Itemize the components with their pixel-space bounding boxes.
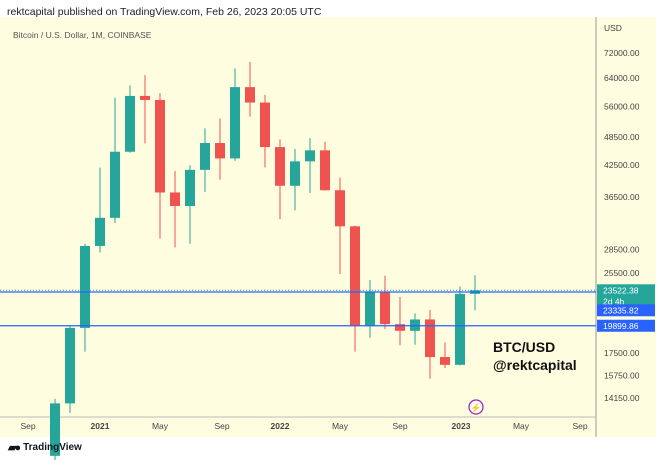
footer-brand[interactable]: ▰● TradingView xyxy=(8,441,82,454)
x-tick-label: 2023 xyxy=(452,421,471,431)
y-tick-label: 14150.00 xyxy=(604,393,640,403)
candle-body xyxy=(65,327,75,404)
candle-body xyxy=(350,226,360,326)
x-tick-label: 2022 xyxy=(271,421,290,431)
y-tick-label: 15750.00 xyxy=(604,370,640,380)
y-tick-label: 25500.00 xyxy=(604,268,640,278)
y-tick-label: 48500.00 xyxy=(604,132,640,142)
candle-body xyxy=(395,324,405,331)
candle-body xyxy=(440,357,450,365)
y-tick-label: 72000.00 xyxy=(604,48,640,58)
level-price-label: 19899.86 xyxy=(603,321,639,331)
lightning-event-icon[interactable] xyxy=(468,399,484,415)
y-tick-label: 28500.00 xyxy=(604,245,640,255)
level-price-label: 23335.82 xyxy=(603,305,639,315)
candle-body xyxy=(245,87,255,103)
tradingview-logo-icon: ▰● xyxy=(8,442,21,454)
x-tick-label: Sep xyxy=(392,421,407,431)
symbol-line: Bitcoin / U.S. Dollar, 1M, COINBASE xyxy=(13,30,152,40)
level-price-badge xyxy=(597,319,655,332)
candle-body xyxy=(335,190,345,227)
lightning-glyph: ⚡ xyxy=(470,402,481,414)
x-tick-label: May xyxy=(152,421,169,431)
candle-body xyxy=(380,292,390,325)
last-price-label: 23522.38 xyxy=(603,285,639,295)
candle-body xyxy=(290,161,300,186)
candle-body xyxy=(305,150,315,162)
candle-body xyxy=(275,147,285,186)
candle-body xyxy=(260,102,270,148)
candle-body xyxy=(125,95,135,152)
candle-body xyxy=(50,403,60,456)
candle-body xyxy=(155,99,165,193)
candle-body xyxy=(110,151,120,218)
annotation-line2: @rektcapital xyxy=(493,357,577,373)
y-tick-label: 56000.00 xyxy=(604,101,640,111)
y-tick-label: 17500.00 xyxy=(604,348,640,358)
candle-body xyxy=(200,143,210,170)
candle-body xyxy=(185,169,195,206)
x-tick-label: May xyxy=(513,421,530,431)
candle-body xyxy=(215,143,225,159)
chart-frame xyxy=(0,17,656,437)
candle-body xyxy=(140,95,150,100)
brand-label: TradingView xyxy=(23,442,82,453)
publisher-line: rektcapital published on TradingView.com… xyxy=(7,6,322,18)
level-price-badge xyxy=(597,304,655,317)
x-tick-label: Sep xyxy=(20,421,35,431)
countdown-label: 2d 4h xyxy=(603,296,625,306)
candle-body xyxy=(320,150,330,191)
candle-body xyxy=(425,319,435,358)
candle-body xyxy=(455,293,465,365)
candle-body xyxy=(95,217,105,246)
y-tick-label: 42500.00 xyxy=(604,160,640,170)
candle-body xyxy=(365,292,375,326)
y-tick-label: 36500.00 xyxy=(604,192,640,202)
y-axis-label: USD xyxy=(604,23,622,33)
annotation-line1: BTC/USD xyxy=(493,339,555,355)
candle-body xyxy=(170,192,180,206)
y-tick-label: 64000.00 xyxy=(604,73,640,83)
x-tick-label: May xyxy=(332,421,349,431)
candle-body xyxy=(230,87,240,159)
candle-body xyxy=(80,245,90,328)
x-tick-label: Sep xyxy=(214,421,229,431)
x-tick-label: 2021 xyxy=(91,421,110,431)
x-tick-label: Sep xyxy=(572,421,587,431)
